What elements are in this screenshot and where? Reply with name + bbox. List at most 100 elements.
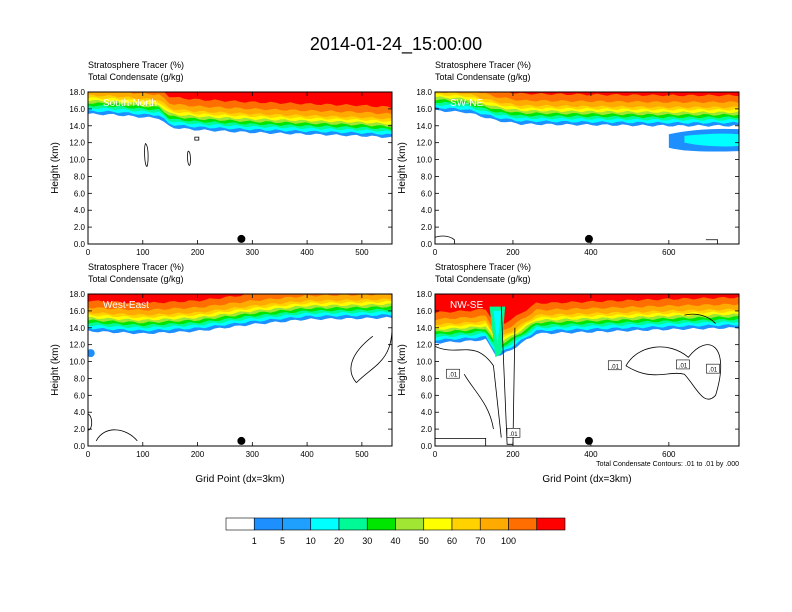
cross-section-label: SW-NE [450,98,483,109]
x-tick-label: 100 [136,450,150,459]
tracer-field [88,92,392,244]
tracer-field [88,294,392,446]
y-tick-label: 10.0 [69,156,85,165]
y-axis-label: Height (km) [50,344,61,396]
contour-line [435,235,455,244]
y-tick-label: 16.0 [416,307,432,316]
y-tick-label: 16.0 [69,105,85,114]
condensate-contours [435,235,718,244]
contour-line [500,306,516,445]
contour-line [625,344,721,400]
tracer-band-9 [435,294,739,325]
y-tick-label: 10.0 [69,358,85,367]
condensate-contours [144,136,200,167]
x-axis-label: Grid Point (dx=3km) [542,474,631,485]
condensate-contours [435,306,721,446]
colorbar-cell [479,517,509,531]
y-tick-label: 4.0 [74,206,86,215]
contour-label-box [706,363,720,374]
x-tick-label: 200 [506,450,520,459]
y-tick-label: 16.0 [416,105,432,114]
tracer-field [435,92,739,244]
y-tick-label: 4.0 [421,408,433,417]
panel-title-tracer: Stratosphere Tracer (%) [435,262,531,272]
panel-west-east: 0.0 2.0 4.0 6.0 8.0 10.0 12.0 14.0 16.0 18.0 0 100 2… [50,262,393,485]
colorbar-cell [451,517,481,531]
x-tick-label: 300 [246,248,260,257]
x-tick-label: 0 [86,450,91,459]
y-tick-label: 16.0 [69,307,85,316]
contour-line [187,150,191,166]
figure-title: 2014-01-24_15:00:00 [310,34,482,55]
contour-line [350,335,374,383]
y-axis-label: Height (km) [50,142,61,194]
colorbar-cell [338,517,368,531]
panel-title-tracer: Stratosphere Tracer (%) [435,60,531,70]
y-tick-label: 14.0 [416,122,432,131]
y-tick-label: 10.0 [416,358,432,367]
tracer-band-9 [435,92,739,97]
y-tick-label: 18.0 [69,88,85,97]
colorbar-cell [225,517,255,531]
x-tick-label: 400 [584,248,598,257]
contour-line [144,142,149,167]
panel-title-tracer: Stratosphere Tracer (%) [88,60,184,70]
y-tick-label: 6.0 [421,391,433,400]
contour-line [356,327,392,383]
x-tick-label: 600 [662,248,676,257]
x-tick-label: 0 [433,248,438,257]
y-tick-label: 8.0 [421,374,433,383]
y-tick-label: 12.0 [416,139,432,148]
colorbar-label: 50 [419,536,429,546]
y-tick-label: 6.0 [74,391,86,400]
colorbar-label: 20 [334,536,344,546]
y-tick-label: 4.0 [74,408,86,417]
cross-section-label: South-North [103,98,157,109]
colorbar-cell [253,517,283,531]
panel-title-condensate: Total Condensate (g/kg) [88,72,184,82]
x-tick-label: 500 [355,248,369,257]
y-tick-label: 14.0 [416,324,432,333]
colorbar-cell [282,517,312,531]
contour-line [435,345,502,438]
colorbar: 1 5 10 20 30 40 50 60 70 100 [225,517,566,546]
convective-plume-core [493,310,502,345]
contour-label-box [676,359,690,370]
colorbar-label: 30 [362,536,372,546]
x-tick-label: 200 [191,248,205,257]
x-tick-label: 300 [246,450,260,459]
panel-title-condensate: Total Condensate (g/kg) [435,72,531,82]
colorbar-label: 70 [475,536,485,546]
y-tick-label: 2.0 [421,223,433,232]
plot-frame [434,293,740,447]
x-tick-label: 400 [300,450,314,459]
panel-title-condensate: Total Condensate (g/kg) [435,274,531,284]
panel-sw-ne: 0.0 2.0 4.0 6.0 8.0 10.0 12.0 14.0 16.0 18.0 0 200 4… [397,60,740,257]
y-tick-label: 12.0 [416,341,432,350]
contour-line [705,239,718,244]
y-tick-label: 2.0 [421,425,433,434]
contour-label-box [446,368,460,379]
y-tick-label: 18.0 [416,88,432,97]
contour-line [684,313,716,324]
colorbar-label: 100 [501,536,516,546]
contour-line [435,438,487,446]
plot-frame [87,91,393,245]
y-tick-label: 0.0 [421,240,433,249]
colorbar-label: 1 [252,536,257,546]
contour-label: .01 [679,363,688,369]
contour-label-box [607,360,622,371]
tracer-band-9 [88,92,392,109]
x-tick-label: 0 [433,450,438,459]
condensate-contours [88,327,392,442]
contour-label: .01 [449,373,458,379]
y-tick-label: 8.0 [74,172,86,181]
y-tick-label: 12.0 [69,341,85,350]
panel-south-north: 0.0 2.0 4.0 6.0 8.0 10.0 12.0 14.0 16.0 18.0 0 100 2… [50,60,393,257]
contour-label: .01 [709,368,718,374]
contour-label-box [506,428,521,438]
colorbar-cell [508,517,538,531]
tracer-field [435,294,739,446]
x-tick-label: 400 [584,450,598,459]
